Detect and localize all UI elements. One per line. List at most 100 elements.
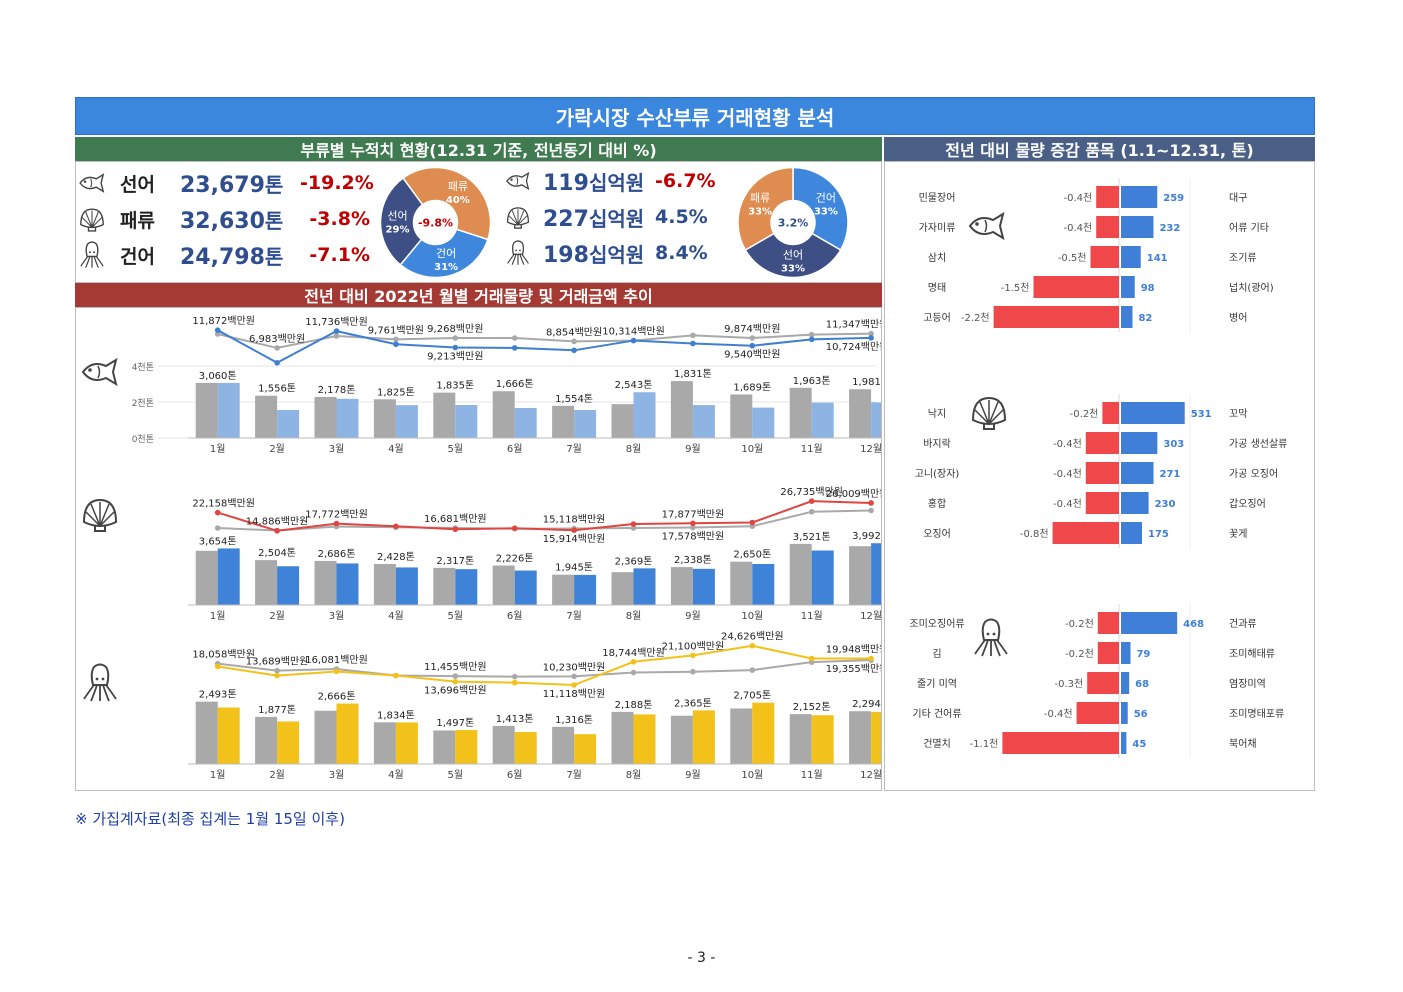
- increase-value-label: 79: [1136, 649, 1150, 660]
- line-point: [333, 328, 340, 334]
- pie-slice-pct: 31%: [434, 262, 458, 273]
- bar-prev-year: [433, 730, 456, 764]
- line-point: [808, 336, 815, 343]
- volume-summary-row: 건어 24,798톤 -7.1%: [78, 240, 370, 270]
- decrease-item-name: 민물장어: [919, 192, 956, 204]
- bar-prev-year: [195, 701, 218, 764]
- increase-item-name: 가공 오징어: [1229, 468, 1278, 480]
- volume-number: 24,798: [180, 244, 265, 270]
- page-number: - 3 -: [687, 950, 716, 966]
- decrease-item-name: 삼치: [928, 252, 946, 264]
- increase-value-label: 141: [1147, 253, 1168, 264]
- bar-increase: [1121, 216, 1154, 238]
- squid-icon: [83, 663, 117, 702]
- bar-prev-year: [670, 715, 693, 764]
- line-point: [393, 523, 399, 530]
- increase-value-label: 271: [1160, 469, 1181, 480]
- line-point: [393, 672, 399, 679]
- decrease-item-name: 건멸치: [923, 738, 951, 750]
- bar-prev-year: [373, 399, 396, 438]
- bar-prev-year: [255, 716, 278, 764]
- line-point: [808, 655, 815, 662]
- bar-value-label: 2,504톤: [258, 547, 296, 559]
- x-tick-label: 9월: [685, 443, 701, 455]
- shell-icon: [80, 208, 104, 232]
- increase-item-name: 넙치(광어): [1229, 282, 1274, 294]
- bar-value-label: 2,666톤: [318, 691, 356, 703]
- bar-prev-year: [314, 396, 337, 438]
- line-value-label: 15,914백만원: [543, 533, 606, 545]
- decrease-value-label: -1.1천: [970, 738, 999, 750]
- increase-value-label: 98: [1141, 283, 1155, 294]
- increase-item-name: 꽃게: [1229, 528, 1247, 540]
- bar-prev-year: [849, 389, 872, 438]
- bar-increase: [1121, 522, 1142, 544]
- bar-value-label: 3,521톤: [793, 531, 831, 543]
- pie-center-label: 3.2%: [778, 217, 809, 230]
- line-value-label: 9,540백만원: [724, 349, 780, 361]
- x-tick-label: 2월: [269, 443, 285, 455]
- x-tick-label: 4월: [388, 769, 404, 781]
- x-tick-label: 8월: [626, 443, 642, 455]
- line-value-label: 18,744백만원: [602, 647, 665, 659]
- volume-change-pct: -7.1%: [309, 244, 370, 266]
- bar-prev-year: [492, 725, 515, 764]
- amount-summary-row: 119십억원 -6.7%: [505, 166, 716, 196]
- bar-prev-year: [789, 543, 812, 605]
- bar-current-year: [395, 722, 418, 764]
- items-panel: [884, 161, 1315, 791]
- bar-prev-year: [611, 404, 634, 438]
- section-monthly-header: 전년 대비 2022년 월별 거래물량 및 거래금액 추이: [75, 283, 882, 307]
- pie-slice: [402, 166, 492, 241]
- amount-summary-row: 198십억원 8.4%: [505, 238, 713, 268]
- line-point: [393, 336, 399, 343]
- line-point: [393, 341, 399, 348]
- line-point: [333, 333, 340, 339]
- line-current-amount: [217, 500, 872, 532]
- shell-icon: [971, 396, 1007, 430]
- decrease-item-name: 바지락: [923, 438, 951, 450]
- bar-value-label: 2,188톤: [615, 699, 653, 711]
- bar-value-label: 1,554톤: [555, 393, 593, 405]
- volume-change-pct: -19.2%: [300, 172, 374, 194]
- pie-slice: [792, 166, 849, 252]
- increase-item-name: 어류 기타: [1229, 222, 1269, 234]
- line-point: [808, 498, 815, 504]
- increase-item-name: 건과류: [1229, 618, 1257, 630]
- bar-current-year: [336, 398, 359, 438]
- line-value-label: 19,948백만원: [826, 644, 881, 656]
- bar-value-label: 1,316톤: [555, 714, 593, 726]
- decrease-value-label: -0.2천: [1065, 618, 1094, 630]
- line-point: [274, 667, 280, 674]
- line-point: [333, 520, 340, 527]
- increase-value-label: 82: [1138, 313, 1152, 324]
- pie-slice-pct: 33%: [781, 264, 805, 275]
- bar-decrease: [1087, 672, 1119, 694]
- line-point: [868, 500, 874, 506]
- line-point: [690, 652, 696, 659]
- x-tick-label: 8월: [626, 769, 642, 781]
- bar-current-year: [752, 702, 775, 764]
- section-summary-header: 부류별 누적치 현황(12.31 기준, 전년동기 대비 %): [75, 137, 882, 161]
- increase-item-name: 대구: [1229, 192, 1247, 204]
- line-value-label: 6,983백만원: [249, 333, 305, 345]
- volume-change-pct: -3.8%: [309, 208, 370, 230]
- decrease-item-name: 고니(장자): [915, 468, 960, 480]
- line-point: [808, 331, 815, 338]
- x-tick-label: 3월: [329, 769, 345, 781]
- bar-value-label: 1,831톤: [674, 368, 712, 380]
- bar-value-label: 2,428톤: [377, 551, 415, 563]
- fish-icon: [968, 211, 1005, 241]
- y-tick-label: 4천톤: [132, 362, 154, 373]
- volume-number: 32,630: [180, 208, 265, 234]
- line-point: [571, 527, 577, 534]
- x-tick-label: 1월: [210, 443, 226, 455]
- increase-item-name: 조기류: [1229, 252, 1257, 264]
- line-value-label: 19,355백만원: [826, 663, 881, 675]
- pie-slice-pct: 33%: [748, 207, 772, 218]
- decrease-value-label: -0.5천: [1058, 252, 1087, 264]
- line-point: [749, 335, 756, 341]
- volume-value: 24,798톤: [180, 241, 300, 270]
- amount-change-pct: -6.7%: [655, 170, 716, 192]
